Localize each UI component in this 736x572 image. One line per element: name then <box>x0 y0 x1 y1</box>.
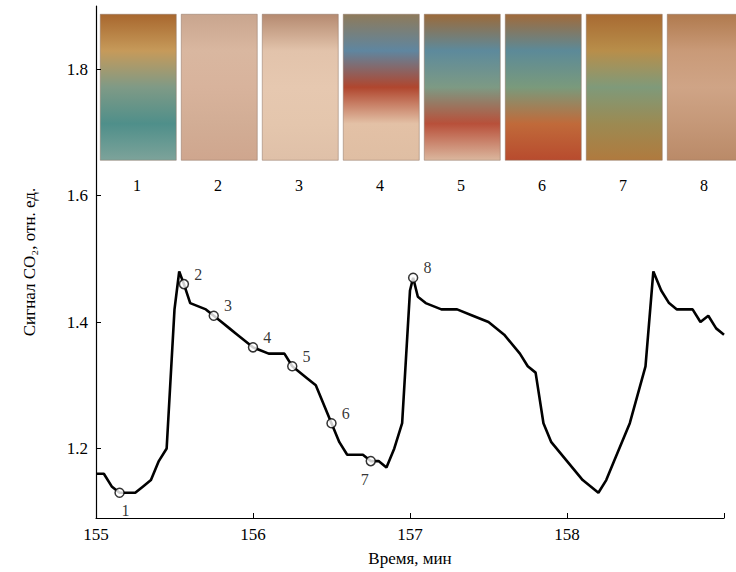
svg-text:6: 6 <box>342 405 350 422</box>
svg-text:1: 1 <box>133 177 141 194</box>
svg-text:3: 3 <box>295 177 303 194</box>
svg-text:5: 5 <box>303 348 311 365</box>
svg-text:2: 2 <box>194 266 202 283</box>
svg-text:155: 155 <box>83 525 109 544</box>
svg-text:156: 156 <box>240 525 266 544</box>
svg-text:4: 4 <box>376 177 384 194</box>
svg-text:8: 8 <box>423 259 431 276</box>
svg-text:8: 8 <box>700 177 708 194</box>
svg-text:3: 3 <box>224 297 232 314</box>
svg-text:5: 5 <box>457 177 465 194</box>
svg-text:1: 1 <box>122 502 130 519</box>
svg-text:1.6: 1.6 <box>67 186 88 205</box>
svg-text:Время, мин: Время, мин <box>368 549 451 568</box>
svg-text:157: 157 <box>397 525 423 544</box>
svg-text:158: 158 <box>554 525 580 544</box>
svg-text:1.4: 1.4 <box>67 313 89 332</box>
svg-text:7: 7 <box>619 177 627 194</box>
svg-text:1.8: 1.8 <box>67 60 88 79</box>
svg-text:4: 4 <box>263 329 271 346</box>
svg-text:6: 6 <box>538 177 546 194</box>
svg-text:7: 7 <box>361 471 369 488</box>
svg-text:2: 2 <box>214 177 222 194</box>
svg-text:Сигнал CO₂, отн. ед.: Сигнал CO₂, отн. ед. <box>20 188 39 337</box>
svg-text:1.2: 1.2 <box>67 439 88 458</box>
